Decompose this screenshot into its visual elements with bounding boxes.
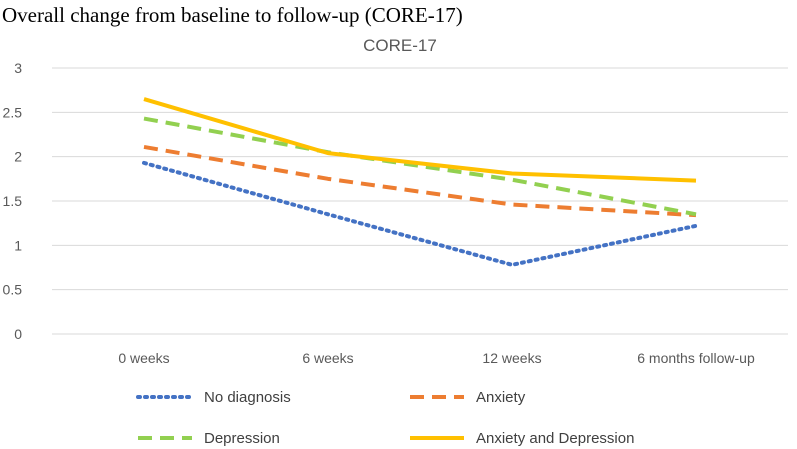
legend-item: Anxiety and Depression — [410, 430, 634, 447]
x-tick-label: 6 months follow-up — [637, 350, 755, 366]
y-tick-label: 0 — [14, 326, 22, 342]
series-line-anxiety — [143, 144, 697, 218]
y-tick-label: 2 — [14, 149, 22, 165]
series-line-no-diagnosis — [142, 160, 698, 267]
figure-heading: Overall change from baseline to follow-u… — [2, 3, 463, 27]
x-tick-label: 12 weeks — [482, 350, 541, 366]
legend-item: No diagnosis — [136, 389, 291, 406]
x-tick-label: 6 weeks — [302, 350, 353, 366]
y-axis-ticks: 0 0.5 1 1.5 2 2.5 3 — [3, 60, 23, 342]
series-lines — [142, 97, 698, 267]
legend: No diagnosis Anxiety Depression Anxiety and… — [136, 389, 634, 447]
x-tick-label: 0 weeks — [118, 350, 169, 366]
legend-item: Depression — [138, 430, 280, 447]
x-axis-ticks: 0 weeks 6 weeks 12 weeks 6 months follow-up — [118, 350, 755, 366]
gridlines — [52, 67, 788, 335]
legend-label: Anxiety — [476, 389, 526, 406]
y-tick-label: 0.5 — [3, 282, 23, 298]
series-line-anxiety-and-depression — [143, 97, 697, 183]
y-tick-label: 3 — [14, 60, 22, 76]
y-tick-label: 1.5 — [3, 193, 23, 209]
y-tick-label: 1 — [14, 237, 22, 253]
legend-label: No diagnosis — [204, 389, 291, 406]
legend-item: Anxiety — [410, 389, 526, 406]
series-line-depression — [143, 116, 697, 217]
y-tick-label: 2.5 — [3, 104, 23, 120]
legend-label: Anxiety and Depression — [476, 430, 634, 447]
chart-title: CORE-17 — [363, 36, 437, 55]
legend-label: Depression — [204, 430, 280, 447]
